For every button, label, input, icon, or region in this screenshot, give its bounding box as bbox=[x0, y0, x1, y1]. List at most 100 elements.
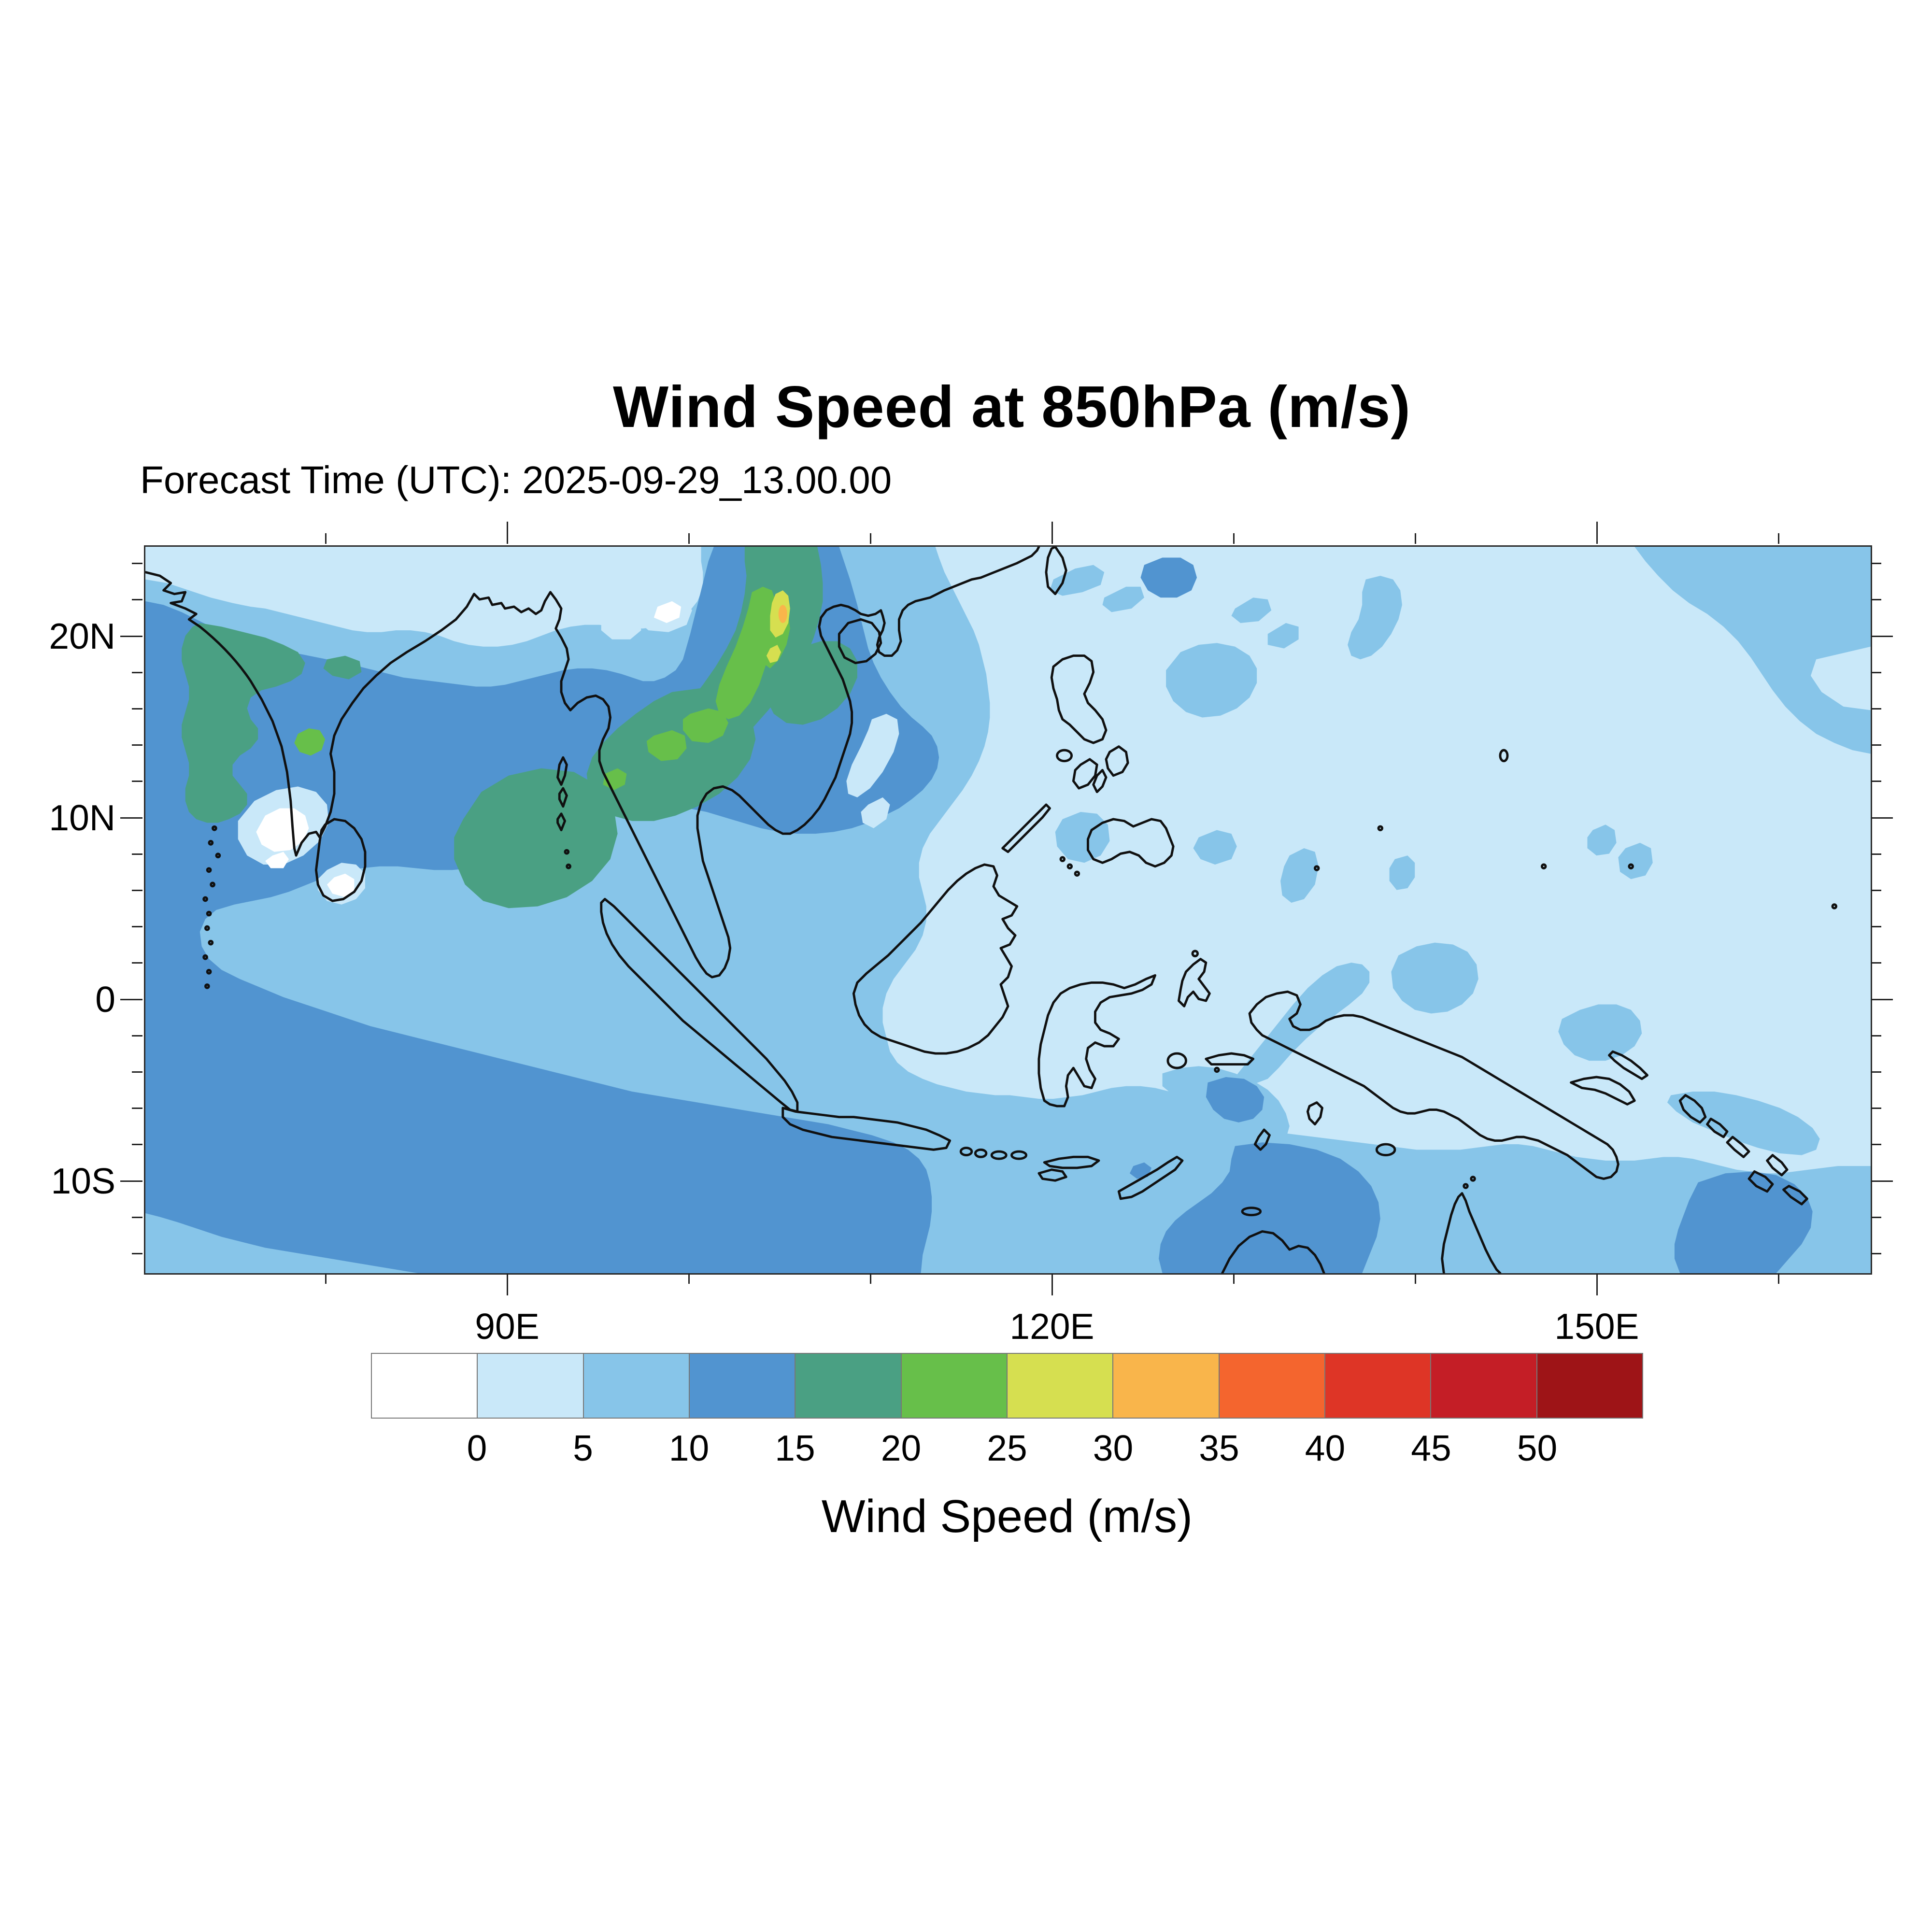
x-minor-tick-bottom bbox=[688, 1273, 690, 1284]
y-minor-tick-right bbox=[1871, 781, 1881, 782]
y-axis-tick-label: 10N bbox=[49, 797, 115, 838]
coastline-sumatra bbox=[600, 897, 799, 1113]
map-plot-area bbox=[144, 545, 1872, 1275]
y-minor-tick-left bbox=[132, 889, 142, 891]
colorbar-cell-0 bbox=[371, 1353, 477, 1419]
x-minor-tick-top bbox=[1233, 533, 1235, 544]
coastline-sri-lanka bbox=[314, 818, 367, 902]
y-minor-tick-right bbox=[1871, 563, 1881, 565]
colorbar-tick-label: 15 bbox=[775, 1428, 815, 1468]
x-minor-tick-top bbox=[1414, 533, 1416, 544]
coastline-india-indochina-china bbox=[145, 547, 1040, 979]
y-minor-tick-right bbox=[1871, 926, 1881, 928]
coastlines bbox=[145, 547, 1838, 1273]
coastline-new-guinea bbox=[1248, 990, 1619, 1180]
y-major-tick-left bbox=[120, 635, 142, 637]
y-minor-tick-left bbox=[132, 962, 142, 964]
x-minor-tick-bottom bbox=[1233, 1273, 1235, 1284]
colorbar-cell-5 bbox=[900, 1353, 1007, 1419]
contour-fill-30-35-peak bbox=[778, 605, 787, 623]
y-minor-tick-left bbox=[132, 1252, 142, 1254]
x-major-tick-top bbox=[506, 522, 508, 544]
coastline-taiwan bbox=[1045, 547, 1067, 596]
y-minor-tick-right bbox=[1871, 599, 1881, 601]
colorbar-tick-label: 30 bbox=[1093, 1428, 1134, 1468]
y-minor-tick-right bbox=[1871, 1071, 1881, 1073]
y-major-tick-left bbox=[120, 998, 142, 1000]
colorbar-tick-label: 50 bbox=[1517, 1428, 1558, 1468]
y-minor-tick-right bbox=[1871, 1216, 1881, 1218]
coastline-new-britain bbox=[1570, 1076, 1636, 1106]
coastline-borneo bbox=[852, 863, 1019, 1055]
y-axis-tick-label: 0 bbox=[95, 979, 115, 1020]
x-minor-tick-bottom bbox=[325, 1273, 327, 1284]
y-minor-tick-left bbox=[132, 563, 142, 565]
x-axis-tick-label: 90E bbox=[475, 1306, 540, 1347]
y-major-tick-left bbox=[120, 1180, 142, 1182]
y-minor-tick-left bbox=[132, 708, 142, 710]
coastline-flores-west bbox=[1010, 1150, 1028, 1160]
colorbar-cell-11 bbox=[1536, 1353, 1643, 1419]
coastline-lombok bbox=[974, 1148, 988, 1158]
coastline-solomons bbox=[1678, 1094, 1808, 1206]
colorbar-cell-9 bbox=[1324, 1353, 1431, 1419]
y-minor-tick-left bbox=[132, 1035, 142, 1037]
x-axis-tick-label: 150E bbox=[1554, 1306, 1639, 1347]
y-minor-tick-left bbox=[132, 1071, 142, 1073]
colorbar-tick-label: 0 bbox=[467, 1428, 487, 1468]
y-minor-tick-left bbox=[132, 853, 142, 855]
y-major-tick-left bbox=[120, 817, 142, 819]
colorbar-cell-2 bbox=[582, 1353, 689, 1419]
coastline-java-lesser-sunda bbox=[781, 1107, 1184, 1200]
x-major-tick-top bbox=[1596, 522, 1598, 544]
y-minor-tick-left bbox=[132, 1108, 142, 1109]
x-axis-tick-label: 120E bbox=[1009, 1306, 1094, 1347]
coastline-aru-kei-tanimbar bbox=[1253, 1101, 1323, 1151]
coastline-small-islands-dots bbox=[202, 749, 1838, 1189]
coastline-melville-island bbox=[1241, 1207, 1262, 1217]
coastline-seram-buru bbox=[1205, 1052, 1255, 1066]
colorbar-cell-3 bbox=[688, 1353, 795, 1419]
wind-speed-contour-map bbox=[145, 547, 1871, 1273]
colorbar-tick-label: 35 bbox=[1199, 1428, 1239, 1468]
y-minor-tick-right bbox=[1871, 962, 1881, 964]
coastline-dolak bbox=[1375, 1143, 1396, 1157]
y-minor-tick-right bbox=[1871, 1252, 1881, 1254]
coastline-bali bbox=[959, 1147, 973, 1157]
y-minor-tick-right bbox=[1871, 671, 1881, 673]
y-minor-tick-left bbox=[132, 781, 142, 782]
x-minor-tick-bottom bbox=[1414, 1273, 1416, 1284]
y-minor-tick-left bbox=[132, 599, 142, 601]
y-minor-tick-left bbox=[132, 744, 142, 746]
x-minor-tick-bottom bbox=[1777, 1273, 1779, 1284]
x-minor-tick-top bbox=[869, 533, 871, 544]
x-major-tick-bottom bbox=[1051, 1273, 1053, 1295]
coastline-luzon bbox=[1050, 654, 1108, 744]
y-major-tick-right bbox=[1871, 635, 1893, 637]
coastline-sulawesi bbox=[1037, 974, 1157, 1108]
x-minor-tick-top bbox=[325, 533, 327, 544]
x-minor-tick-top bbox=[1777, 533, 1779, 544]
coastline-new-ireland bbox=[1608, 1050, 1648, 1080]
y-minor-tick-right bbox=[1871, 1108, 1881, 1109]
coastline-halmahera bbox=[1177, 958, 1211, 1008]
y-axis-tick-label: 20N bbox=[49, 616, 115, 656]
x-minor-tick-top bbox=[688, 533, 690, 544]
y-minor-tick-right bbox=[1871, 1144, 1881, 1146]
coastline-andaman-nicobar bbox=[556, 756, 568, 832]
colorbar-cell-1 bbox=[477, 1353, 583, 1419]
colorbar-cell-7 bbox=[1112, 1353, 1219, 1419]
y-minor-tick-right bbox=[1871, 1035, 1881, 1037]
coastline-hainan bbox=[838, 618, 882, 665]
y-minor-tick-right bbox=[1871, 744, 1881, 746]
y-major-tick-right bbox=[1871, 1180, 1893, 1182]
colorbar-tick-label: 10 bbox=[668, 1428, 710, 1468]
coastline-palawan bbox=[1001, 803, 1051, 853]
y-minor-tick-left bbox=[132, 1216, 142, 1218]
colorbar-cell-6 bbox=[1006, 1353, 1113, 1419]
colorbar-tick-label: 20 bbox=[881, 1428, 922, 1468]
x-major-tick-bottom bbox=[506, 1273, 508, 1295]
colorbar-cell-10 bbox=[1430, 1353, 1536, 1419]
colorbar-caption: Wind Speed (m/s) bbox=[821, 1491, 1193, 1542]
